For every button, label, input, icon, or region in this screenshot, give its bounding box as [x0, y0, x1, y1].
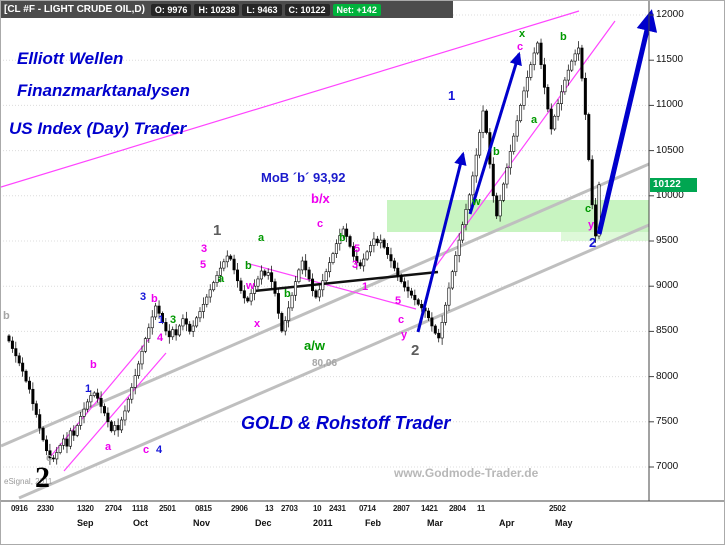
close-value-chip: C: 10122 [284, 3, 330, 16]
open-value-chip: O: 9976 [150, 3, 192, 16]
brand-us-index-trader: US Index (Day) Trader [9, 119, 187, 138]
esignal-credit: eSignal, 2011 [4, 477, 53, 486]
chart-title: [CL #F - LIGHT CRUDE OIL,D) [4, 4, 145, 15]
net-change-chip: Net: +142 [332, 3, 381, 16]
chart-header-bar: [CL #F - LIGHT CRUDE OIL,D) O: 9976 H: 1… [1, 1, 453, 18]
last-price-badge: 10122 [650, 178, 697, 192]
site-watermark: www.Godmode-Trader.de [394, 466, 539, 480]
high-value-chip: H: 10238 [194, 3, 240, 16]
ohlc-chip-group: O: 9976 H: 10238 L: 9463 C: 10122 Net: +… [150, 3, 384, 16]
brand-finanzmarktanalysen: Finanzmarktanalysen [17, 81, 190, 100]
brand-elliott-wellen: Elliott Wellen [17, 49, 124, 68]
mob-level-label: MoB ´b´ 93,92 [261, 170, 346, 185]
brand-gold-rohstoff-trader: GOLD & Rohstoff Trader [241, 413, 451, 433]
low-value-chip: L: 9463 [242, 3, 282, 16]
